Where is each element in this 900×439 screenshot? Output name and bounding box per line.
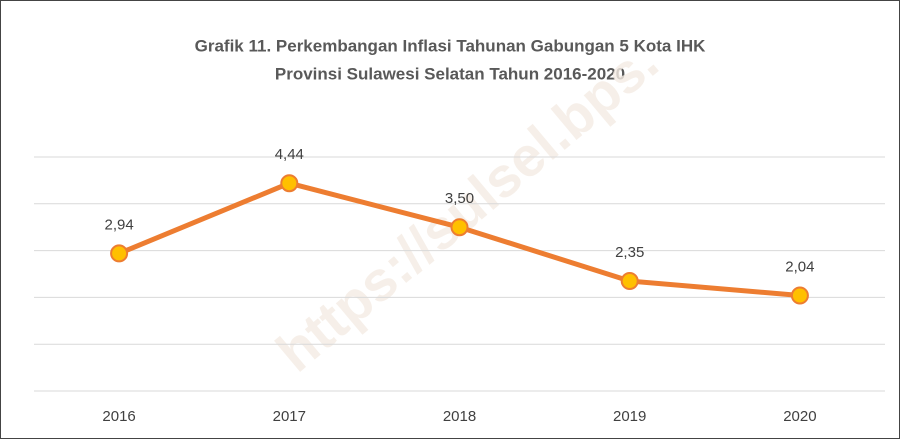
marker: [790, 286, 809, 305]
data-label: 4,44: [275, 146, 304, 163]
marker: [450, 218, 469, 237]
data-label: 3,50: [445, 190, 474, 207]
data-label: 2,94: [104, 216, 133, 233]
marker: [110, 244, 129, 263]
chart-title: Provinsi Sulawesi Selatan Tahun 2016-202…: [275, 64, 625, 83]
x-tick-label: 2018: [443, 408, 476, 425]
data-label: 2,35: [615, 244, 644, 261]
x-tick-label: 2016: [102, 408, 135, 425]
x-tick-label: 2020: [783, 408, 816, 425]
x-tick-label: 2019: [613, 408, 646, 425]
marker: [620, 272, 639, 291]
data-label: 2,04: [785, 258, 814, 275]
chart-title: Grafik 11. Perkembangan Inflasi Tahunan …: [195, 36, 706, 55]
marker: [280, 174, 299, 193]
x-tick-label: 2017: [273, 408, 306, 425]
